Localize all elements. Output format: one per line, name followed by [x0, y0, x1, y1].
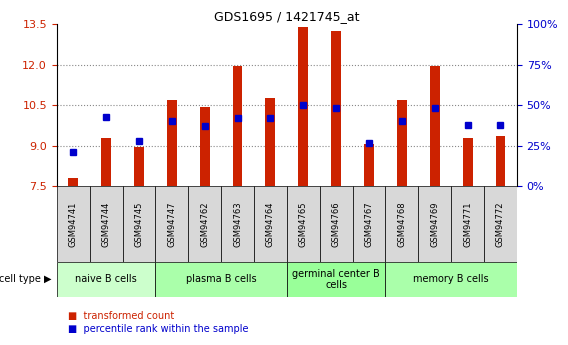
Bar [265, 98, 275, 186]
Bar [101, 138, 111, 186]
Bar [90, 186, 123, 262]
Text: GSM94745: GSM94745 [135, 201, 144, 247]
Text: ■  transformed count: ■ transformed count [68, 311, 174, 321]
Bar [156, 262, 287, 297]
Bar [254, 186, 287, 262]
Bar [451, 186, 484, 262]
Bar [386, 262, 517, 297]
Text: GSM94741: GSM94741 [69, 201, 78, 247]
Text: GSM94767: GSM94767 [365, 201, 374, 247]
Text: cell type ▶: cell type ▶ [0, 275, 51, 284]
Bar [188, 186, 221, 262]
Bar [495, 136, 506, 186]
Bar [331, 31, 341, 186]
Bar [57, 186, 90, 262]
Bar [364, 145, 374, 186]
Bar [320, 186, 353, 262]
Bar [298, 27, 308, 186]
Text: GSM94769: GSM94769 [430, 201, 439, 247]
Bar [287, 262, 386, 297]
Bar [386, 186, 418, 262]
Bar [418, 186, 451, 262]
Text: memory B cells: memory B cells [414, 275, 489, 284]
Bar [287, 186, 320, 262]
Bar [221, 186, 254, 262]
Bar [463, 138, 473, 186]
Text: germinal center B
cells: germinal center B cells [293, 269, 380, 290]
Text: GSM94762: GSM94762 [200, 201, 209, 247]
Title: GDS1695 / 1421745_at: GDS1695 / 1421745_at [214, 10, 360, 23]
Text: GSM94771: GSM94771 [463, 201, 472, 247]
Bar [123, 186, 156, 262]
Text: GSM94768: GSM94768 [398, 201, 406, 247]
Text: GSM94766: GSM94766 [332, 201, 341, 247]
Bar [397, 100, 407, 186]
Bar [156, 186, 188, 262]
Bar [484, 186, 517, 262]
Text: ■  percentile rank within the sample: ■ percentile rank within the sample [68, 325, 249, 334]
Text: naive B cells: naive B cells [75, 275, 137, 284]
Bar [167, 100, 177, 186]
Bar [233, 66, 243, 186]
Bar [200, 107, 210, 186]
Bar [68, 178, 78, 186]
Bar [134, 147, 144, 186]
Text: GSM94765: GSM94765 [299, 201, 308, 247]
Bar [430, 66, 440, 186]
Bar [57, 262, 156, 297]
Text: GSM94772: GSM94772 [496, 201, 505, 247]
Text: GSM94763: GSM94763 [233, 201, 242, 247]
Text: GSM94744: GSM94744 [102, 201, 111, 247]
Bar [353, 186, 386, 262]
Text: GSM94764: GSM94764 [266, 201, 275, 247]
Text: plasma B cells: plasma B cells [186, 275, 256, 284]
Text: GSM94747: GSM94747 [168, 201, 176, 247]
